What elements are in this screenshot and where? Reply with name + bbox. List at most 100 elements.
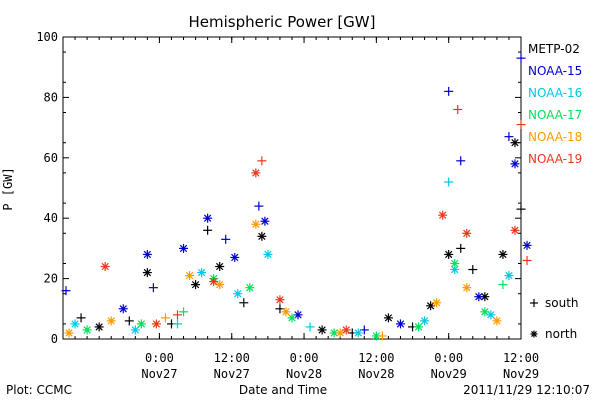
x-tick-time-label: 0:00 — [145, 351, 174, 365]
data-point — [239, 298, 249, 308]
data-point — [136, 319, 146, 329]
data-point — [203, 225, 213, 235]
y-tick-label: 20 — [44, 272, 58, 286]
x-tick-date-label: Nov29 — [503, 367, 539, 381]
data-point — [245, 283, 255, 293]
data-point — [522, 255, 532, 265]
data-point — [462, 228, 472, 238]
legend-entry: NOAA-18 — [528, 130, 582, 144]
legend-entry: NOAA-16 — [528, 86, 582, 100]
legend: METP-02 NOAA-15 NOAA-16 NOAA-17 NOAA-18 NOAA-… — [528, 42, 582, 341]
data-point — [233, 289, 243, 299]
data-point — [510, 138, 520, 148]
y-tick-label: 40 — [44, 211, 58, 225]
data-point — [230, 252, 240, 262]
data-point — [76, 313, 86, 323]
data-point — [504, 132, 514, 142]
y-axis-label: P [GW] — [1, 167, 15, 210]
data-point — [510, 159, 520, 169]
data-point — [215, 262, 225, 272]
data-point — [353, 328, 363, 338]
data-point — [260, 216, 270, 226]
marker-legend-entry: north — [530, 327, 577, 341]
legend-entry: NOAA-15 — [528, 64, 582, 78]
data-point — [468, 265, 478, 275]
data-point — [179, 243, 189, 253]
x-tick-time-label: 0:00 — [434, 351, 463, 365]
data-point — [498, 249, 508, 259]
marker-legend-label: south — [545, 296, 579, 310]
data-point — [185, 271, 195, 281]
plot-frame — [62, 36, 522, 340]
data-point — [64, 328, 74, 338]
data-point — [263, 249, 273, 259]
data-point — [254, 201, 264, 211]
data-point — [414, 322, 424, 332]
data-point — [173, 310, 182, 320]
x-tick-date-label: Nov28 — [286, 367, 322, 381]
data-point — [70, 319, 80, 329]
data-point — [151, 319, 161, 329]
chart-title: Hemispheric Power [GW] — [189, 13, 376, 31]
data-point — [124, 316, 134, 326]
data-point — [317, 325, 327, 335]
legend-entry: METP-02 — [528, 42, 580, 56]
data-point — [106, 316, 116, 326]
x-tick-time-label: 0:00 — [290, 351, 319, 365]
data-point — [160, 313, 170, 323]
data-point — [287, 313, 297, 323]
data-points — [61, 53, 532, 341]
data-point — [251, 219, 261, 229]
data-point — [142, 249, 152, 259]
data-point — [516, 204, 526, 214]
data-point — [173, 319, 182, 329]
data-point — [251, 168, 261, 178]
data-point — [516, 120, 526, 130]
x-tick-date-label: Nov27 — [141, 367, 177, 381]
data-point — [329, 328, 339, 338]
data-point — [453, 104, 463, 114]
data-point — [148, 283, 158, 293]
data-point — [203, 213, 213, 223]
data-point — [130, 325, 140, 335]
y-tick-label: 60 — [44, 151, 58, 165]
data-point — [498, 280, 508, 290]
y-tick-label: 100 — [36, 30, 58, 44]
data-point — [492, 316, 502, 326]
data-point — [61, 286, 71, 296]
data-point — [281, 307, 291, 317]
data-point — [257, 156, 267, 166]
data-point — [142, 268, 152, 278]
data-point — [82, 325, 92, 335]
data-point — [209, 277, 219, 287]
x-tick-date-label: Nov29 — [431, 367, 467, 381]
data-point — [420, 316, 430, 326]
data-point — [191, 280, 201, 290]
x-tick-time-label: 12:00 — [214, 351, 250, 365]
data-point — [305, 322, 315, 332]
data-point — [438, 210, 448, 220]
data-point — [456, 156, 466, 166]
data-point — [197, 268, 207, 278]
data-point — [377, 331, 387, 341]
data-point — [444, 86, 454, 96]
x-tick-time-label: 12:00 — [358, 351, 394, 365]
y-tick-label: 80 — [44, 90, 58, 104]
data-point — [450, 259, 460, 268]
data-point — [395, 319, 405, 329]
data-point — [179, 307, 189, 317]
plot-source-label: Plot: CCMC — [6, 383, 72, 397]
plot-timestamp: 2011/11/29 12:10:07 — [463, 383, 590, 397]
data-point — [462, 283, 472, 293]
data-point — [480, 307, 490, 317]
data-point — [444, 249, 454, 259]
data-point — [510, 225, 520, 235]
data-point — [432, 298, 442, 308]
data-point — [474, 292, 484, 302]
data-point — [341, 325, 351, 335]
data-point — [257, 231, 267, 241]
data-point — [456, 243, 466, 253]
y-axis: 0 20 40 60 80 100 — [36, 30, 521, 346]
marker-legend-entry: south — [530, 296, 579, 310]
